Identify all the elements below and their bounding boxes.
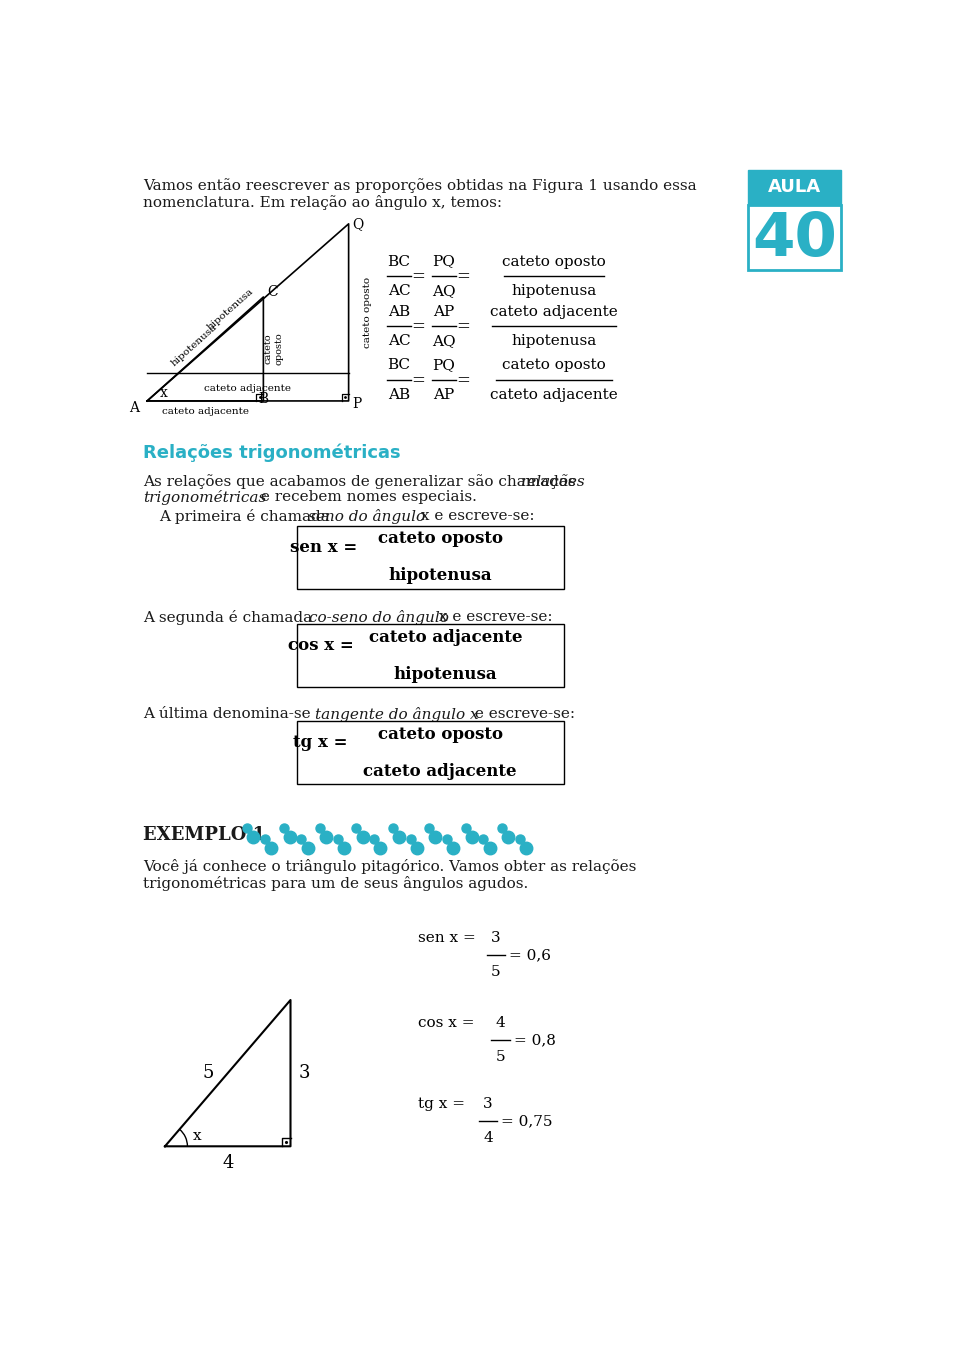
Text: A segunda é chamada: A segunda é chamada (143, 610, 317, 626)
Text: cateto adjacente: cateto adjacente (369, 629, 522, 646)
Text: AB: AB (388, 388, 410, 402)
Text: x e escreve-se:: x e escreve-se: (434, 610, 553, 625)
Text: Q: Q (352, 216, 364, 231)
Text: 3: 3 (299, 1064, 310, 1082)
Text: 4: 4 (495, 1017, 505, 1030)
Text: BC: BC (388, 254, 411, 269)
Text: tg x =: tg x = (293, 734, 348, 752)
Text: cateto oposto: cateto oposto (377, 726, 503, 742)
Text: AC: AC (388, 284, 410, 297)
Text: cateto adjacente: cateto adjacente (491, 388, 618, 402)
Text: hipotenusa: hipotenusa (388, 568, 492, 584)
Text: cateto oposto: cateto oposto (502, 254, 606, 269)
Text: e escreve-se:: e escreve-se: (470, 707, 575, 722)
Text: AULA: AULA (768, 178, 821, 196)
Text: cateto adjacente: cateto adjacente (491, 304, 618, 319)
Text: 3: 3 (483, 1096, 492, 1111)
Text: 40: 40 (752, 210, 837, 269)
Text: PQ: PQ (433, 358, 455, 372)
Text: PQ: PQ (433, 254, 455, 269)
Text: co-seno do ângulo: co-seno do ângulo (309, 610, 449, 626)
Text: C: C (267, 284, 277, 299)
Text: hipotenusa: hipotenusa (512, 334, 596, 347)
Text: x e escreve-se:: x e escreve-se: (416, 508, 535, 523)
Text: 3: 3 (492, 932, 501, 945)
Text: =: = (412, 372, 425, 388)
Text: cateto oposto: cateto oposto (377, 530, 503, 548)
Text: cateto
oposto: cateto oposto (264, 333, 283, 365)
Text: cateto adjacente: cateto adjacente (363, 763, 516, 780)
Bar (748, 204, 841, 270)
Text: 4: 4 (222, 1155, 233, 1172)
Text: e recebem nomes especiais.: e recebem nomes especiais. (256, 491, 477, 504)
Text: As relações que acabamos de generalizar são chamadas: As relações que acabamos de generalizar … (143, 475, 581, 489)
Text: EXEMPLO 1: EXEMPLO 1 (143, 826, 265, 844)
Text: =: = (412, 268, 425, 285)
Text: BC: BC (388, 358, 411, 372)
Text: tg x =: tg x = (419, 1096, 466, 1111)
Text: 5: 5 (492, 965, 501, 979)
Text: nomenclatura. Em relação ao ângulo x, temos:: nomenclatura. Em relação ao ângulo x, te… (143, 195, 502, 210)
Text: cateto adjacente: cateto adjacente (161, 407, 249, 416)
Text: B: B (258, 392, 269, 406)
Bar (297, 721, 564, 784)
Text: hipotenusa: hipotenusa (394, 665, 497, 683)
Text: Você já conhece o triângulo pitagórico. Vamos obter as relações: Você já conhece o triângulo pitagórico. … (143, 859, 636, 875)
Text: sen x =: sen x = (290, 538, 357, 556)
Text: Vamos então reescrever as proporções obtidas na Figura 1 usando essa: Vamos então reescrever as proporções obt… (143, 177, 697, 192)
Text: AP: AP (433, 304, 455, 319)
Text: A: A (130, 402, 139, 415)
Text: 5: 5 (203, 1064, 214, 1082)
Text: =: = (412, 318, 425, 335)
Text: hipotenusa: hipotenusa (170, 323, 219, 369)
Text: AQ: AQ (432, 284, 456, 297)
Bar (297, 526, 564, 589)
Text: =: = (456, 318, 470, 335)
Text: cateto adjacente: cateto adjacente (204, 384, 292, 393)
Text: =: = (456, 372, 470, 388)
Text: cateto oposto: cateto oposto (502, 358, 606, 372)
Text: x: x (160, 387, 168, 400)
Text: Relações trigonométricas: Relações trigonométricas (143, 443, 401, 462)
Text: x: x (193, 1129, 202, 1142)
Text: AQ: AQ (432, 334, 456, 347)
Text: AB: AB (388, 304, 410, 319)
Text: cos x =: cos x = (419, 1017, 475, 1030)
Text: A última denomina-se: A última denomina-se (143, 707, 316, 722)
Text: sen x =: sen x = (419, 932, 476, 945)
Bar (297, 625, 564, 687)
Text: AP: AP (433, 388, 455, 402)
Text: cos x =: cos x = (288, 637, 353, 654)
Text: 5: 5 (495, 1051, 505, 1064)
Text: P: P (352, 397, 362, 411)
Text: 4: 4 (483, 1130, 493, 1145)
Text: hipotenusa: hipotenusa (206, 287, 255, 331)
Text: relações: relações (520, 475, 586, 489)
Text: = 0,75: = 0,75 (501, 1114, 553, 1128)
Text: A primeira é chamada: A primeira é chamada (158, 508, 334, 523)
Text: hipotenusa: hipotenusa (512, 284, 596, 297)
Text: cateto oposto: cateto oposto (364, 277, 372, 347)
Text: = 0,8: = 0,8 (514, 1033, 556, 1046)
Text: =: = (456, 268, 470, 285)
Text: trigonométricas para um de seus ângulos agudos.: trigonométricas para um de seus ângulos … (143, 876, 529, 891)
Text: tangente do ângulo x: tangente do ângulo x (315, 707, 479, 722)
Text: trigonométricas: trigonométricas (143, 491, 267, 506)
Text: seno do ângulo: seno do ângulo (307, 508, 424, 523)
Text: = 0,6: = 0,6 (509, 948, 551, 963)
Bar (748, 170, 841, 204)
Text: AC: AC (388, 334, 410, 347)
